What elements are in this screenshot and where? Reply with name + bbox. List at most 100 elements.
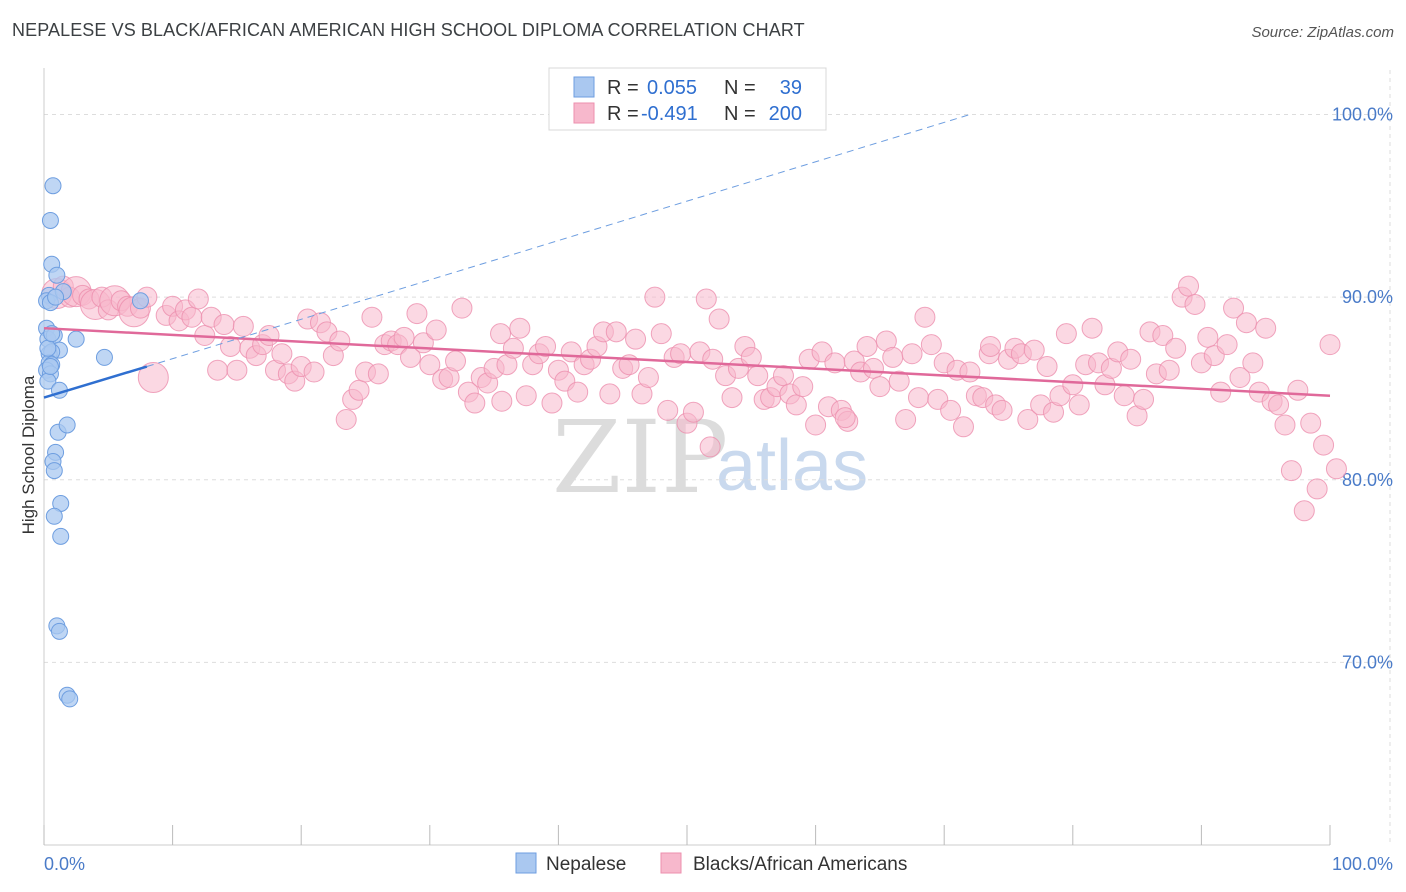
point-black — [907, 387, 929, 409]
point-black — [1017, 408, 1039, 430]
bottom-legend-swatch-nepalese — [515, 852, 537, 874]
point-black — [348, 379, 370, 401]
legend-n-label-black: N = — [724, 103, 756, 125]
point-black — [367, 363, 389, 385]
point-black — [644, 286, 666, 308]
point-black — [509, 317, 531, 339]
y-tick-label: 70.0% — [1342, 652, 1393, 672]
axes: 100.0% 90.0% 80.0% 70.0% 0.0% 100.0% — [43, 68, 1393, 874]
point-black — [515, 385, 537, 407]
chart-title: NEPALESE VS BLACK/AFRICAN AMERICAN HIGH … — [12, 20, 805, 40]
point-black — [1306, 478, 1328, 500]
point-black — [393, 326, 415, 348]
trend-lines — [43, 114, 1331, 399]
point-black — [1313, 434, 1335, 456]
trend-line-nepalese — [43, 365, 148, 399]
point-black — [1068, 394, 1090, 416]
point-black — [1300, 412, 1322, 434]
point-black — [419, 354, 441, 376]
legend-swatch-black — [573, 102, 595, 124]
point-black — [605, 321, 627, 343]
point-black — [1223, 297, 1245, 319]
grid — [44, 70, 1391, 845]
point-black — [1274, 414, 1296, 436]
point-black — [1255, 317, 1277, 339]
point-nepalese — [61, 690, 79, 708]
point-black — [895, 408, 917, 430]
legend-r-label-nepalese: R = — [607, 77, 639, 99]
point-black — [303, 361, 325, 383]
point-black — [772, 365, 794, 387]
point-nepalese — [67, 330, 85, 348]
point-black — [979, 335, 1001, 357]
point-black — [708, 308, 730, 330]
point-nepalese — [48, 266, 66, 284]
point-black — [882, 346, 904, 368]
point-black — [207, 359, 229, 381]
point-black — [1268, 394, 1290, 416]
point-black — [445, 350, 467, 372]
watermark-atlas: atlas — [716, 426, 868, 506]
point-nepalese — [45, 507, 63, 525]
point-black — [869, 376, 891, 398]
point-nepalese — [58, 416, 76, 434]
bottom-legend-label-black: Blacks/African Americans — [693, 854, 907, 875]
point-black — [1216, 334, 1238, 356]
legend-n-label-nepalese: N = — [724, 77, 756, 99]
legend-n-value-nepalese: 39 — [780, 77, 802, 99]
point-black — [991, 399, 1013, 421]
y-axis-title: High School Diploma — [19, 375, 38, 534]
point-nepalese — [41, 358, 59, 376]
point-black — [1184, 293, 1206, 315]
point-black — [792, 376, 814, 398]
point-nepalese — [52, 527, 70, 545]
point-black — [535, 335, 557, 357]
point-black — [271, 343, 293, 365]
point-black — [1133, 388, 1155, 410]
stats-legend: R = 0.055 N = 39 R = -0.491 N = 200 — [548, 67, 827, 131]
point-nepalese — [95, 348, 113, 366]
point-black — [1229, 366, 1251, 388]
point-black — [940, 399, 962, 421]
point-black — [1158, 359, 1180, 381]
point-nepalese — [47, 288, 65, 306]
trend-line-black — [43, 326, 1331, 398]
point-black — [699, 436, 721, 458]
point-black — [888, 370, 910, 392]
source-label: Source: ZipAtlas.com — [1251, 24, 1394, 41]
point-black — [1319, 334, 1341, 356]
point-black — [702, 348, 724, 370]
point-black — [1210, 381, 1232, 403]
point-black — [637, 366, 659, 388]
point-black — [1280, 460, 1302, 482]
legend-swatch-nepalese — [573, 76, 595, 98]
point-black — [137, 361, 169, 393]
legend-r-label-black: R = — [607, 103, 639, 125]
point-black — [181, 306, 203, 328]
point-black — [567, 381, 589, 403]
points — [38, 177, 1347, 708]
x-tick-label: 0.0% — [44, 854, 85, 874]
point-nepalese — [39, 339, 57, 357]
point-black — [329, 330, 351, 352]
point-nepalese — [45, 462, 63, 480]
point-black — [856, 335, 878, 357]
point-black — [213, 314, 235, 336]
point-black — [1036, 356, 1058, 378]
point-black — [1197, 326, 1219, 348]
point-black — [187, 288, 209, 310]
point-black — [1023, 339, 1045, 361]
point-black — [1113, 385, 1135, 407]
point-black — [451, 297, 473, 319]
point-black — [834, 407, 856, 429]
point-black — [657, 399, 679, 421]
point-black — [406, 303, 428, 325]
point-black — [232, 315, 254, 337]
point-black — [1235, 312, 1257, 334]
point-black — [425, 319, 447, 341]
point-nepalese — [44, 177, 62, 195]
point-black — [650, 323, 672, 345]
point-black — [747, 365, 769, 387]
legend-r-value-black: -0.491 — [641, 103, 698, 125]
legend-r-value-nepalese: 0.055 — [647, 77, 697, 99]
